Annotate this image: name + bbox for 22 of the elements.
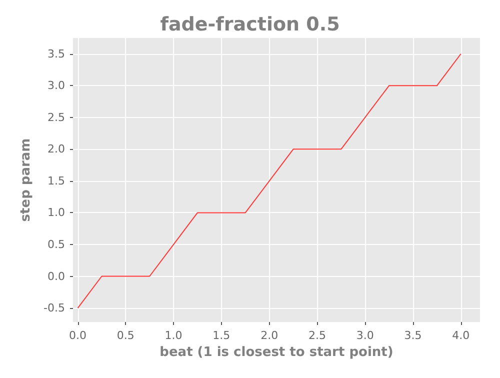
x-tick-label: 3.0 bbox=[356, 329, 374, 342]
y-tick-label: 1.5 bbox=[48, 174, 65, 188]
x-tick-label: 4.0 bbox=[452, 329, 470, 342]
x-tick-label: 0.5 bbox=[116, 329, 134, 342]
y-tick-label: 3.5 bbox=[48, 47, 65, 60]
x-tick-label: 3.5 bbox=[404, 329, 422, 342]
y-tick-label: -0.5 bbox=[44, 302, 65, 315]
y-tick-label: 0.0 bbox=[48, 270, 65, 283]
x-tick-label: 1.5 bbox=[212, 329, 230, 342]
x-tick-label: 2.5 bbox=[308, 329, 326, 342]
y-tick-label: 0.5 bbox=[48, 238, 65, 251]
y-tick-label: 1.0 bbox=[48, 206, 65, 220]
x-tick-label: 2.0 bbox=[260, 329, 278, 342]
x-tick-label: 1.0 bbox=[164, 329, 182, 342]
line-series bbox=[77, 53, 462, 309]
x-axis-title: beat (1 is closest to start point) bbox=[160, 344, 394, 360]
x-tick-label: 0.0 bbox=[69, 329, 87, 342]
y-tick-label: 3.0 bbox=[48, 79, 65, 92]
chart-title: fade-fraction 0.5 bbox=[160, 14, 340, 36]
y-tick-label: 2.0 bbox=[48, 142, 65, 156]
y-tick-label: 2.5 bbox=[48, 110, 65, 124]
y-axis-title: step param bbox=[18, 138, 34, 222]
